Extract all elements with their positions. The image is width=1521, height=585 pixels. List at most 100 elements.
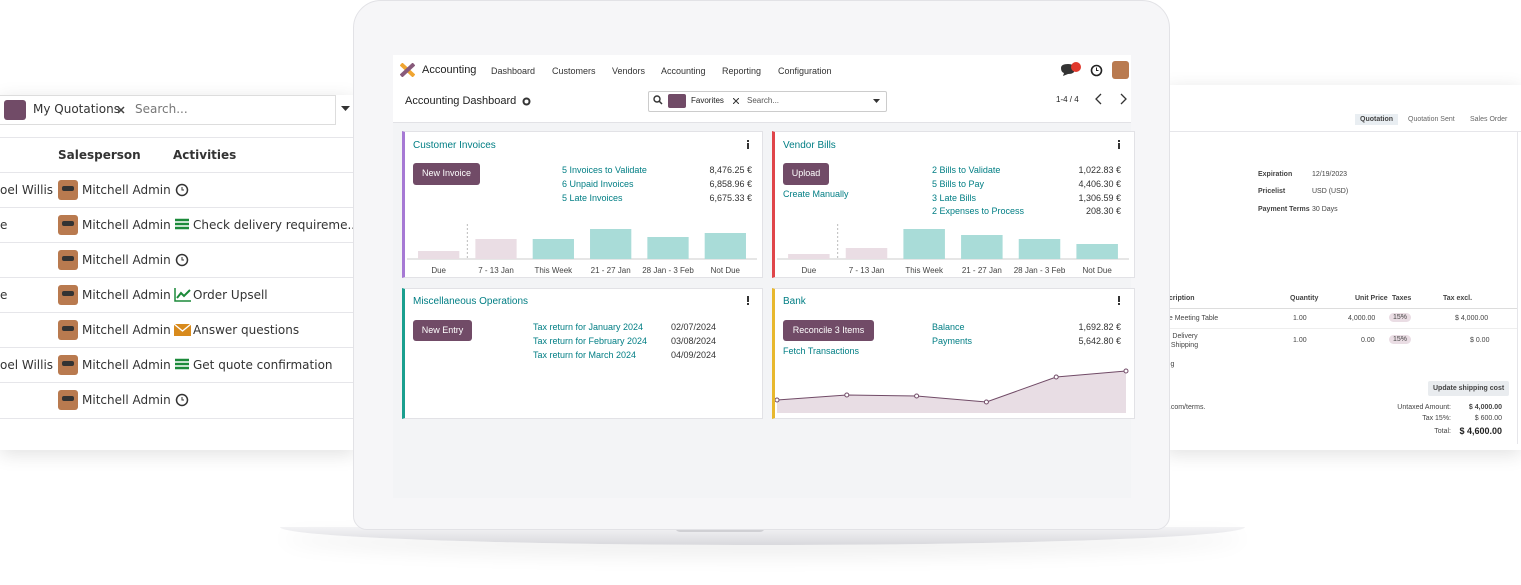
card-title[interactable]: Miscellaneous Operations: [413, 296, 529, 307]
item-link[interactable]: Tax return for January 2024: [533, 322, 644, 332]
clock-icon[interactable]: [175, 183, 189, 197]
list-row[interactable]: e Mitchell Admin Check delivery requirem…: [0, 207, 355, 243]
item-link[interactable]: Tax return for March 2024: [533, 350, 637, 360]
column-header: Taxes: [1392, 295, 1412, 302]
stat-amount: 8,476.25 €: [709, 165, 752, 175]
column-header[interactable]: Salesperson: [58, 148, 141, 162]
info-icon[interactable]: [1117, 140, 1121, 149]
filter-icon[interactable]: [4, 100, 26, 120]
customer: e: [0, 288, 8, 302]
pager-buttons[interactable]: [1094, 93, 1128, 105]
stat-link[interactable]: 3 Late Bills: [932, 193, 977, 203]
activity-icon[interactable]: [174, 218, 190, 232]
upload-button[interactable]: Upload: [783, 163, 829, 185]
column-header[interactable]: Activities: [173, 148, 237, 162]
fetch-transactions-link[interactable]: Fetch Transactions: [783, 346, 860, 356]
activity-clock-icon[interactable]: [1090, 64, 1103, 77]
menu-item[interactable]: Configuration: [778, 66, 832, 76]
stat-link[interactable]: 6 Unpaid Invoices: [562, 179, 634, 189]
user-avatar[interactable]: [1112, 61, 1129, 79]
list-row[interactable]: oel Willis Mitchell Admin: [0, 172, 355, 208]
alert-icon[interactable]: [1117, 296, 1121, 305]
line-graph: [775, 368, 1129, 413]
stat-link[interactable]: 2 Bills to Validate: [932, 165, 1001, 175]
x-tick-label: 7 - 13 Jan: [478, 266, 514, 275]
facet-remove[interactable]: [733, 98, 739, 104]
new-invoice-button[interactable]: New Invoice: [413, 163, 480, 185]
settings-gear[interactable]: [522, 97, 531, 106]
menu-item[interactable]: Vendors: [612, 66, 646, 76]
search-facet[interactable]: Favorites: [691, 96, 724, 105]
facet-remove[interactable]: [117, 106, 125, 114]
area: [777, 371, 1126, 413]
dropdown-toggle[interactable]: [341, 106, 350, 112]
search-input[interactable]: Search...: [135, 102, 188, 116]
stat-link[interactable]: Payments: [932, 336, 973, 346]
point: [1123, 368, 1129, 374]
alert-icon[interactable]: [746, 296, 750, 305]
bar: [788, 254, 830, 259]
activity-icon[interactable]: [174, 324, 191, 336]
list-row[interactable]: oel Willis Mitchell Admin Get quote conf…: [0, 347, 355, 383]
menu-item[interactable]: Accounting: [661, 66, 706, 76]
reconcile-button[interactable]: Reconcile 3 Items: [783, 320, 874, 341]
dashboard-card: [772, 131, 1135, 278]
terms-link[interactable]: d.com/terms.: [1165, 404, 1206, 411]
card-title[interactable]: Bank: [783, 296, 806, 307]
list-row[interactable]: Mitchell Admin: [0, 382, 355, 419]
breadcrumb: Accounting Dashboard: [405, 95, 517, 107]
x-tick-label: This Week: [535, 266, 574, 275]
activity-icon[interactable]: [174, 287, 192, 302]
x-tick-label: 21 - 27 Jan: [962, 266, 1002, 275]
bar-graph: Due 7 - 13 Jan This Week 21 - 27 Jan 28 Jan …: [777, 224, 1129, 275]
search-input[interactable]: Search...: [747, 96, 780, 105]
menu-item[interactable]: Reporting: [722, 66, 762, 76]
stat-link[interactable]: 5 Late Invoices: [562, 193, 623, 203]
activity: Check delivery requireme...: [193, 218, 355, 232]
status-step[interactable]: Quotation Sent: [1408, 116, 1455, 123]
filter-icon[interactable]: [668, 94, 686, 108]
update-shipping-button[interactable]: Update shipping cost: [1428, 381, 1510, 396]
salesperson: Mitchell Admin: [82, 393, 171, 407]
search-box[interactable]: [648, 91, 887, 112]
create-manually-link[interactable]: Create Manually: [783, 189, 849, 199]
stat-link[interactable]: 5 Bills to Pay: [932, 179, 985, 189]
list-row[interactable]: Mitchell Admin: [0, 242, 355, 278]
new-entry-button[interactable]: New Entry: [413, 320, 472, 341]
activity-icon[interactable]: [174, 358, 190, 372]
list-row[interactable]: Mitchell Admin Answer questions: [0, 312, 355, 348]
messaging-icon[interactable]: [1060, 61, 1084, 79]
list-row[interactable]: e Mitchell Admin Order Upsell: [0, 277, 355, 313]
app-logo[interactable]: [400, 63, 415, 77]
menu-item[interactable]: Customers: [552, 66, 596, 76]
card-title[interactable]: Vendor Bills: [783, 140, 836, 151]
x-tick-label: Due: [431, 266, 446, 275]
clock-icon[interactable]: [175, 253, 189, 267]
search-dropdown[interactable]: [873, 99, 880, 104]
app-name[interactable]: Accounting: [422, 64, 477, 76]
bar: [475, 239, 517, 259]
salesperson: Mitchell Admin: [82, 358, 171, 372]
clock-icon[interactable]: [175, 393, 189, 407]
bar: [1076, 244, 1118, 259]
total-value: $ 600.00: [1474, 415, 1502, 422]
filter-facet[interactable]: My Quotations: [33, 102, 120, 116]
x-tick-label: Not Due: [711, 266, 741, 275]
stat-link[interactable]: Balance: [932, 322, 965, 332]
item-link[interactable]: Tax return for February 2024: [533, 336, 648, 346]
search-box-border: [0, 95, 336, 125]
item-date: 03/08/2024: [671, 336, 717, 346]
status-step-active[interactable]: Quotation: [1355, 114, 1399, 125]
info-icon[interactable]: [746, 140, 750, 149]
card-title[interactable]: Customer Invoices: [413, 140, 496, 151]
menu-item[interactable]: Dashboard: [491, 66, 536, 76]
status-step[interactable]: Sales Order: [1470, 116, 1508, 123]
point: [1053, 374, 1059, 380]
bar: [532, 239, 574, 259]
customer: oel Willis: [0, 183, 54, 197]
stat-link[interactable]: 2 Expenses to Process: [932, 206, 1025, 216]
salesperson: Mitchell Admin: [82, 288, 171, 302]
field-value: 12/19/2023: [1312, 171, 1348, 178]
stat-link[interactable]: 5 Invoices to Validate: [562, 165, 647, 175]
activity: Answer questions: [193, 323, 300, 337]
